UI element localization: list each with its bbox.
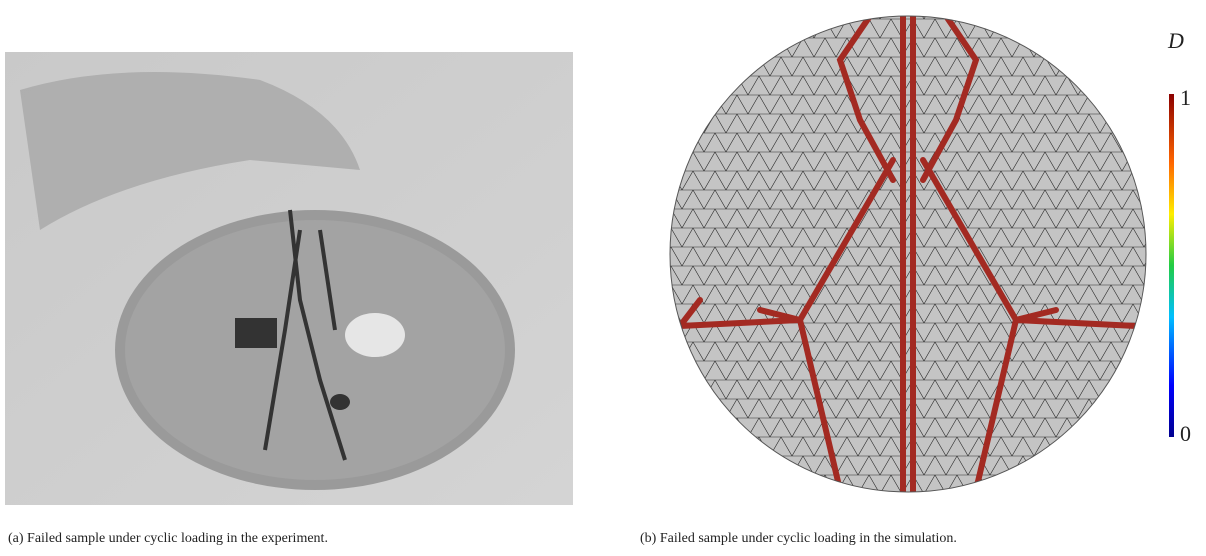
caption: (a) Failed sample under cyclic loading i… [8, 531, 328, 546]
colorbar: D 1 0 [1167, 28, 1191, 446]
figure: D 1 0 (a) Failed sample under cyclic loa… [0, 0, 1206, 551]
page: D 1 0 (a) Failed sample under cyclic loa… [0, 0, 1206, 551]
simulation-disc [670, 16, 1146, 492]
colorbar-scale [1169, 94, 1174, 437]
experiment-photo [5, 52, 573, 505]
caption: (b) Failed sample under cyclic loading i… [640, 531, 957, 546]
colorbar-min: 0 [1180, 421, 1191, 446]
colorbar-label: D [1167, 28, 1184, 53]
colorbar-max: 1 [1180, 85, 1191, 110]
